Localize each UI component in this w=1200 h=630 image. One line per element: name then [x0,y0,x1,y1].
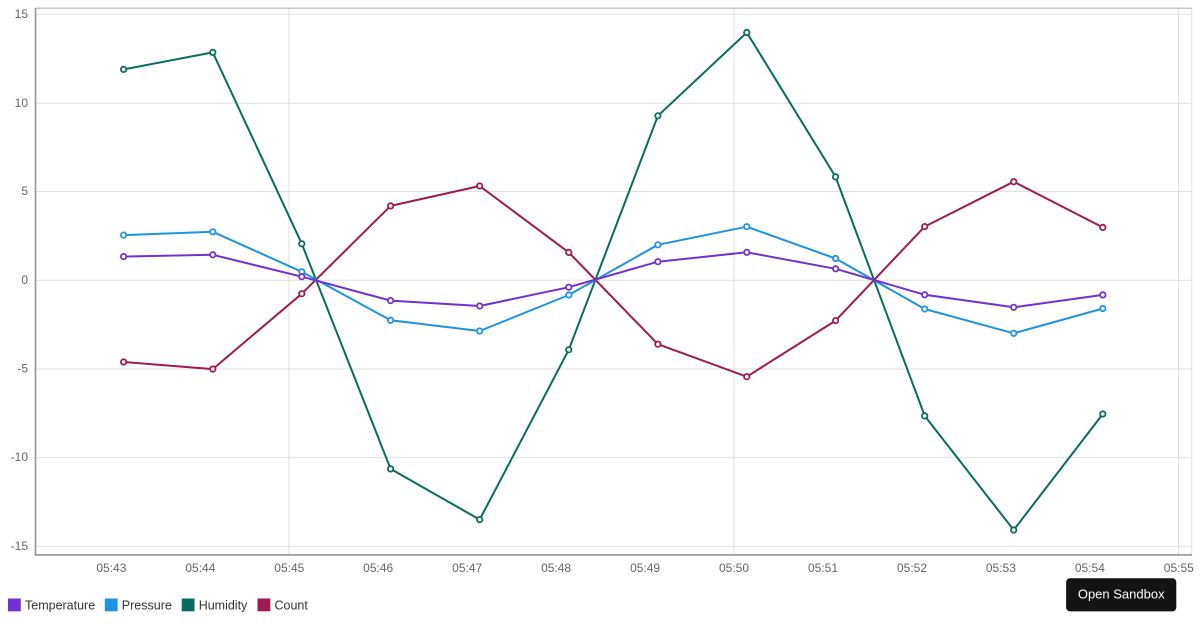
svg-text:05:43: 05:43 [96,561,126,575]
svg-text:05:55: 05:55 [1164,561,1194,575]
svg-text:05:45: 05:45 [274,561,304,575]
svg-text:Count: Count [275,598,309,612]
svg-text:Open Sandbox: Open Sandbox [1078,586,1165,601]
svg-text:05:46: 05:46 [363,561,393,575]
svg-text:05:49: 05:49 [630,561,660,575]
svg-text:Humidity: Humidity [199,598,248,612]
svg-text:-5: -5 [17,362,28,376]
svg-text:Temperature: Temperature [25,598,95,612]
svg-text:05:54: 05:54 [1075,561,1105,575]
svg-text:05:44: 05:44 [185,561,215,575]
svg-text:05:47: 05:47 [452,561,482,575]
svg-text:05:50: 05:50 [719,561,749,575]
svg-text:5: 5 [21,184,28,198]
svg-text:Pressure: Pressure [122,598,172,612]
svg-text:-10: -10 [11,450,29,464]
svg-text:05:52: 05:52 [897,561,927,575]
svg-text:05:51: 05:51 [808,561,838,575]
svg-text:15: 15 [15,7,29,21]
svg-text:-15: -15 [11,539,29,553]
svg-text:0: 0 [21,273,28,287]
svg-text:10: 10 [15,96,29,110]
svg-text:05:53: 05:53 [986,561,1016,575]
svg-text:05:48: 05:48 [541,561,571,575]
